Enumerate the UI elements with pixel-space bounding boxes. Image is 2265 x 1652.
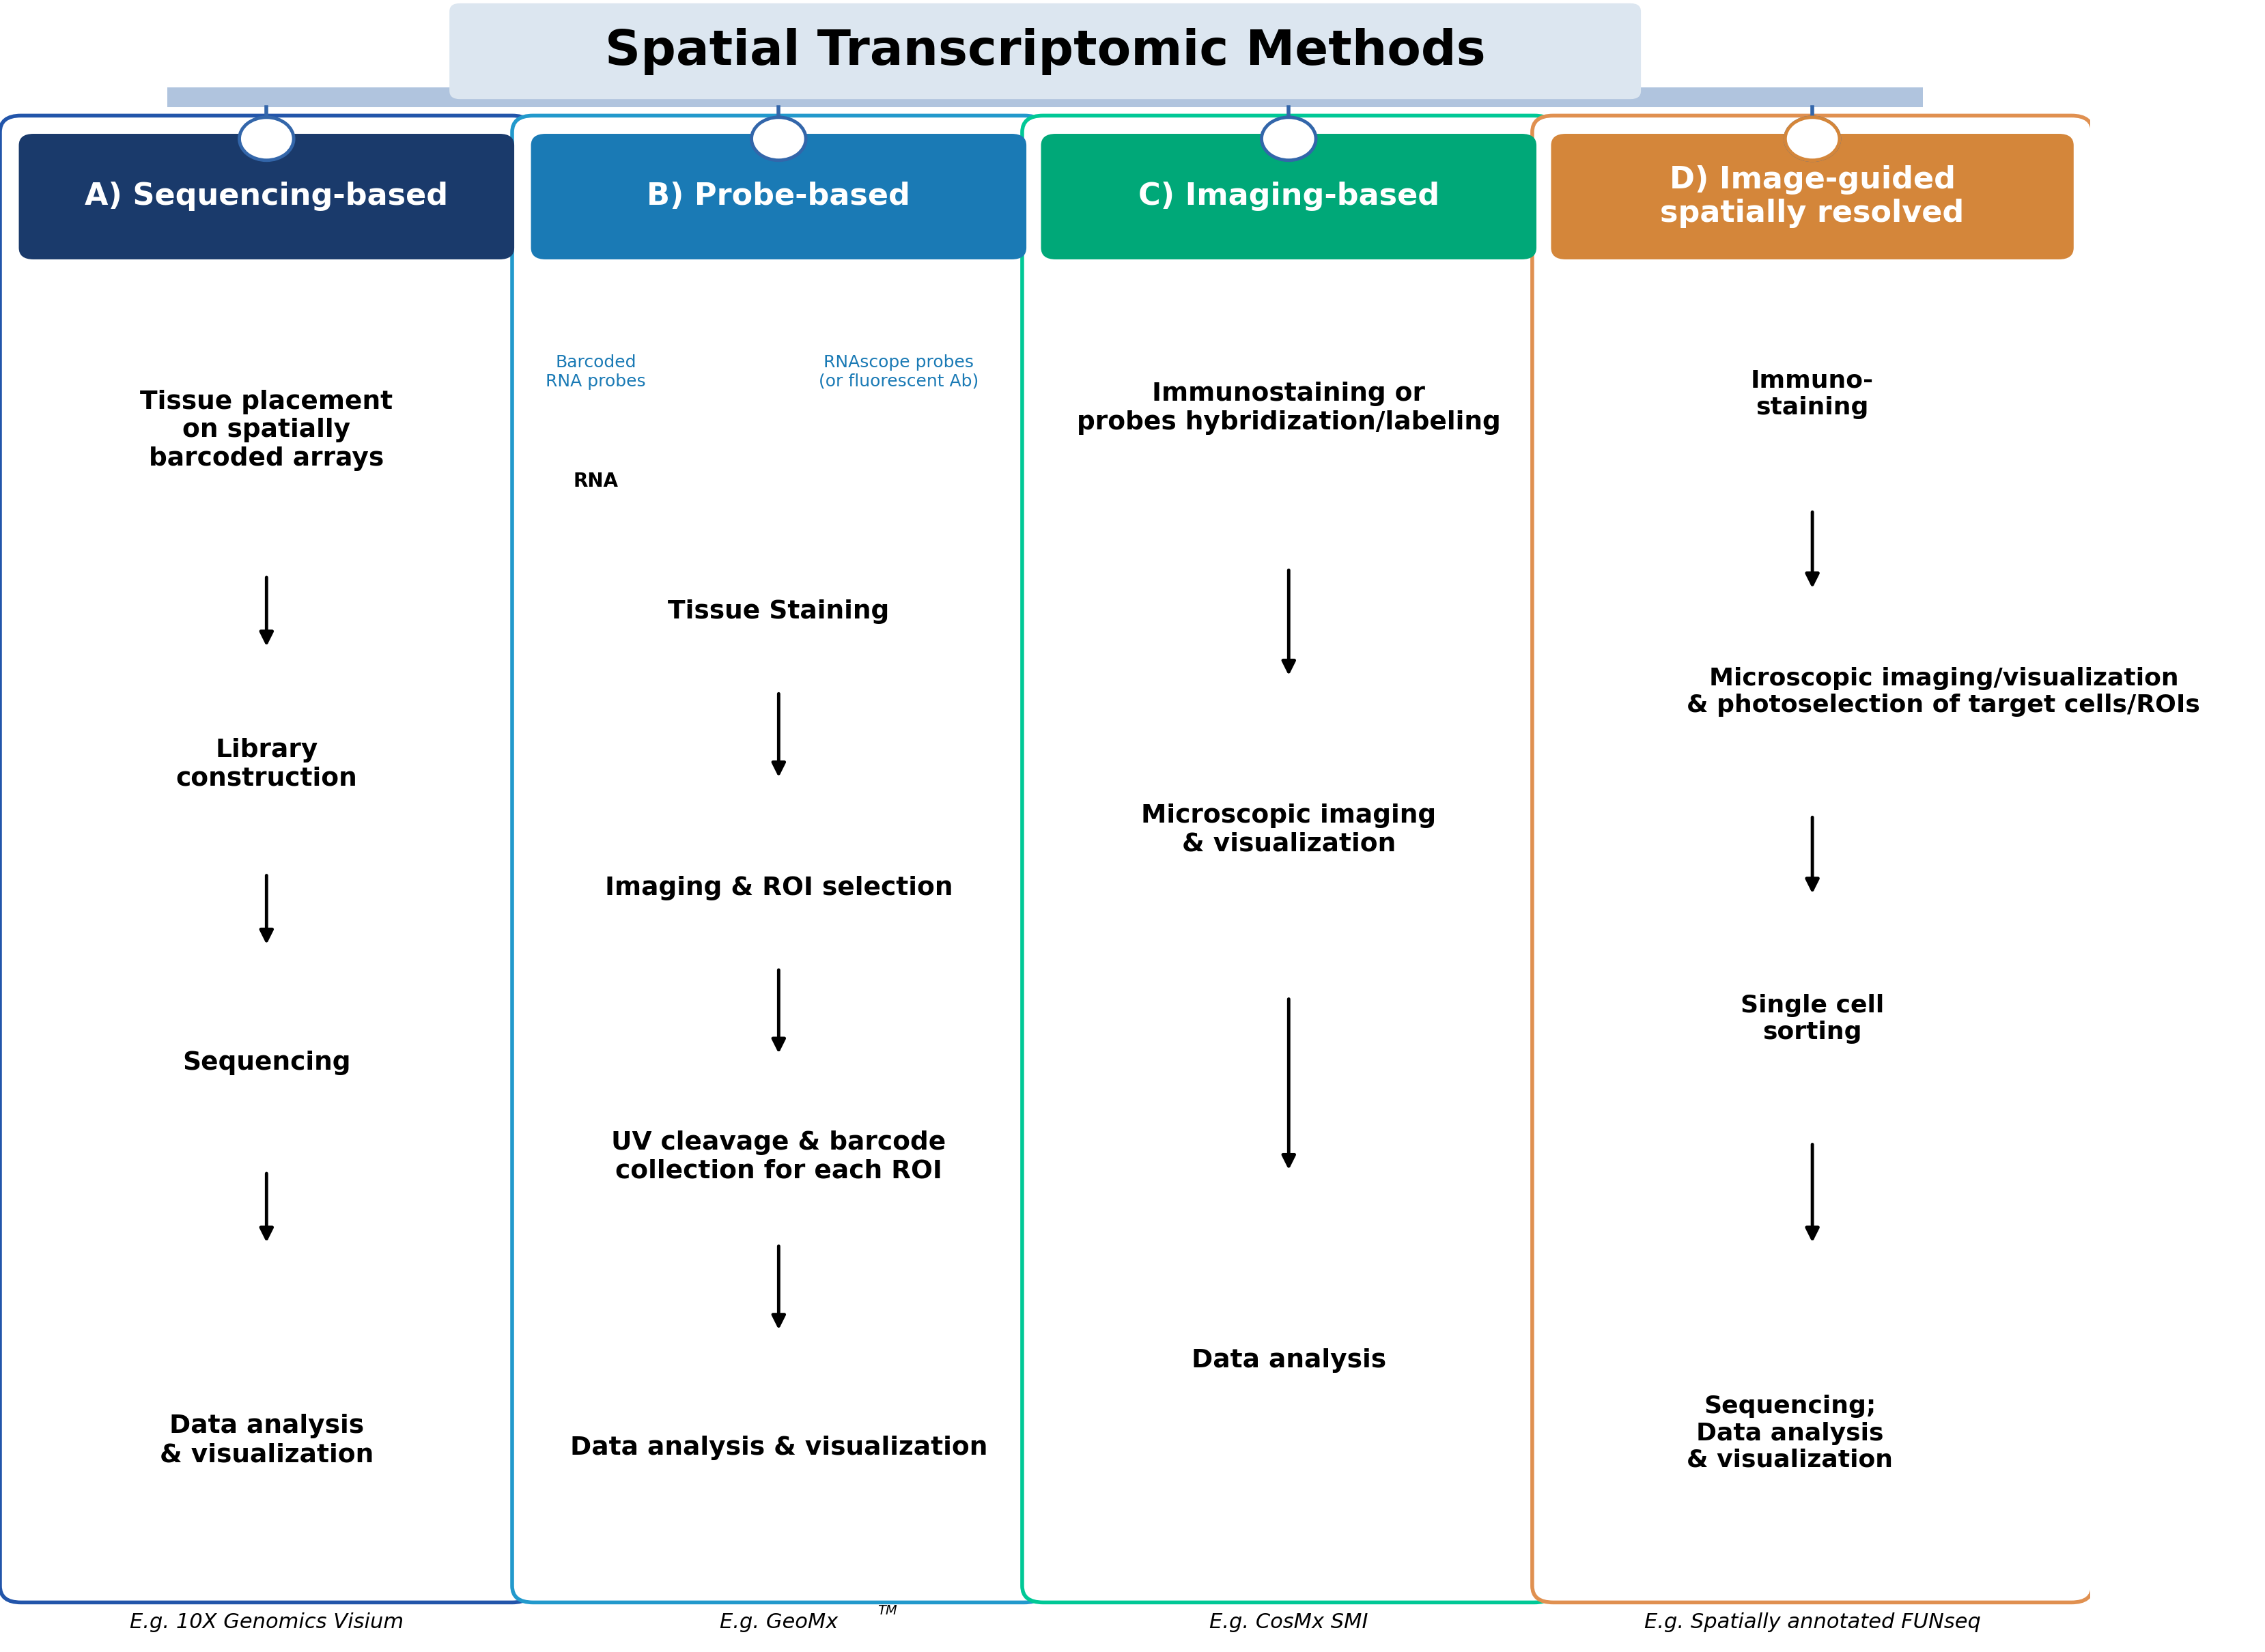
FancyBboxPatch shape xyxy=(1022,116,1556,1602)
Text: RNA: RNA xyxy=(573,471,618,491)
Text: Immuno-
staining: Immuno- staining xyxy=(1751,368,1873,420)
Text: UV cleavage & barcode
collection for each ROI: UV cleavage & barcode collection for eac… xyxy=(612,1130,947,1183)
Circle shape xyxy=(1262,117,1316,160)
Text: E.g. CosMx SMI: E.g. CosMx SMI xyxy=(1210,1612,1368,1632)
Text: Spatial Transcriptomic Methods: Spatial Transcriptomic Methods xyxy=(605,28,1486,74)
Text: E.g. Spatially annotated FUNseq: E.g. Spatially annotated FUNseq xyxy=(1644,1612,1980,1632)
Text: Data analysis & visualization: Data analysis & visualization xyxy=(571,1436,988,1460)
Text: Data analysis
& visualization: Data analysis & visualization xyxy=(159,1414,374,1467)
Text: Barcoded
RNA probes: Barcoded RNA probes xyxy=(546,354,646,390)
Text: Microscopic imaging/visualization
& photoselection of target cells/ROIs: Microscopic imaging/visualization & phot… xyxy=(1687,667,2199,717)
Text: Library
construction: Library construction xyxy=(177,738,358,791)
Text: E.g. GeoMx: E.g. GeoMx xyxy=(720,1612,838,1632)
Text: Tissue placement
on spatially
barcoded arrays: Tissue placement on spatially barcoded a… xyxy=(140,390,392,471)
FancyBboxPatch shape xyxy=(1042,134,1536,259)
Text: Sequencing;
Data analysis
& visualization: Sequencing; Data analysis & visualizatio… xyxy=(1687,1394,1894,1472)
Circle shape xyxy=(1785,117,1839,160)
FancyBboxPatch shape xyxy=(448,3,1640,99)
Bar xyxy=(168,88,1923,107)
Text: B) Probe-based: B) Probe-based xyxy=(648,182,911,211)
FancyBboxPatch shape xyxy=(18,134,514,259)
Text: RNAscope probes
(or fluorescent Ab): RNAscope probes (or fluorescent Ab) xyxy=(820,354,978,390)
Text: Sequencing: Sequencing xyxy=(183,1051,351,1075)
Text: C) Imaging-based: C) Imaging-based xyxy=(1137,182,1438,211)
FancyBboxPatch shape xyxy=(1531,116,2093,1602)
FancyBboxPatch shape xyxy=(0,116,532,1602)
FancyBboxPatch shape xyxy=(530,134,1026,259)
Text: Single cell
sorting: Single cell sorting xyxy=(1740,995,1884,1044)
Text: Imaging & ROI selection: Imaging & ROI selection xyxy=(605,876,954,900)
Text: Data analysis: Data analysis xyxy=(1191,1348,1386,1373)
Text: Microscopic imaging
& visualization: Microscopic imaging & visualization xyxy=(1142,803,1436,856)
Text: Tissue Staining: Tissue Staining xyxy=(668,600,890,624)
Text: D) Image-guided
spatially resolved: D) Image-guided spatially resolved xyxy=(1660,165,1964,228)
Circle shape xyxy=(1785,117,1839,160)
Text: TM: TM xyxy=(877,1604,897,1617)
FancyBboxPatch shape xyxy=(512,116,1044,1602)
Circle shape xyxy=(240,117,294,160)
Text: A) Sequencing-based: A) Sequencing-based xyxy=(84,182,448,211)
Circle shape xyxy=(752,117,806,160)
FancyBboxPatch shape xyxy=(1552,134,2075,259)
Text: Immunostaining or
probes hybridization/labeling: Immunostaining or probes hybridization/l… xyxy=(1076,382,1502,434)
Text: E.g. 10X Genomics Visium: E.g. 10X Genomics Visium xyxy=(129,1612,403,1632)
